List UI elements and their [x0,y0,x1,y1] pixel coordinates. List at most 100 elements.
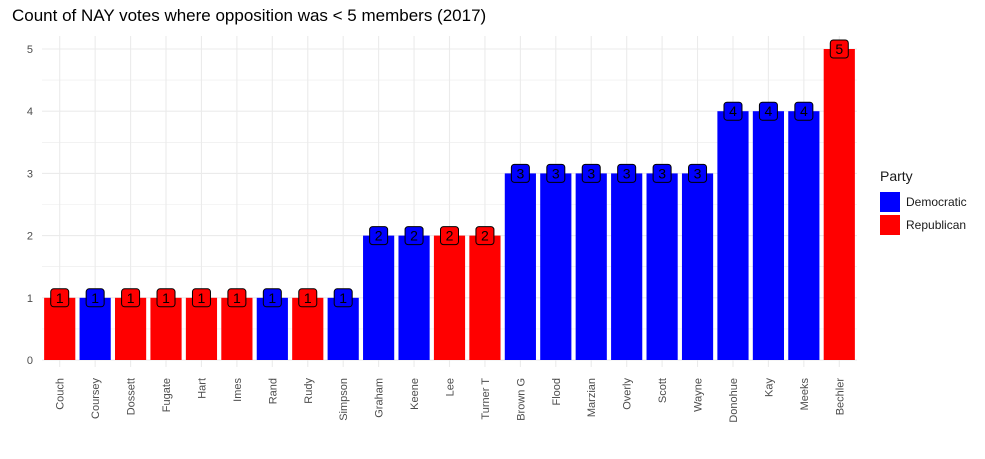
data-label-box [652,163,672,183]
data-label: 1 [127,290,135,306]
data-label-box [794,101,814,121]
y-tick-label: 3 [27,168,33,180]
x-tick-label: Lee [445,378,457,396]
legend-swatch-democratic [880,191,900,212]
y-tick-label: 1 [27,293,33,305]
data-label-box [333,288,353,308]
legend-label-republican: Republican [906,217,967,232]
x-tick-label: Marzian [586,378,598,417]
data-label-box [617,163,637,183]
x-tick-label: Overly [622,378,634,410]
x-tick-label: Fugate [161,378,173,412]
data-label: 5 [835,41,843,57]
data-label: 4 [729,103,737,119]
data-label-box [121,288,141,308]
data-label-box [758,101,778,121]
bar [79,297,111,360]
legend-item-republican: Republican [880,213,967,236]
bar [114,297,147,360]
data-label: 1 [162,290,170,306]
data-label-box [262,288,282,308]
data-label-box [475,226,495,246]
bar [504,173,536,360]
x-tick-label: Scott [657,378,669,403]
data-label: 3 [658,165,666,181]
x-tick-label: Imes [232,378,244,402]
data-label: 1 [198,290,206,306]
data-label: 2 [375,228,383,244]
x-tick-label: Turner T [480,378,492,420]
data-label: 1 [268,290,276,306]
bar [363,235,395,360]
bar [646,173,678,360]
x-tick-label: Wayne [693,378,705,412]
bar [575,173,607,360]
y-tick-label: 0 [27,355,33,367]
legend-title: Party [880,168,913,184]
data-label: 3 [694,165,702,181]
data-label: 1 [91,290,99,306]
x-tick-label: Bechler [834,378,846,416]
x-tick-label: Keene [409,378,421,410]
data-label-box [404,226,424,246]
data-label: 3 [623,165,631,181]
data-label-box [546,163,566,183]
data-label-box [440,226,459,246]
bar [150,297,182,360]
bar [327,297,359,360]
x-tick-label: Meeks [799,378,811,411]
data-label: 1 [56,290,64,306]
data-label: 2 [410,228,418,244]
y-tick-label: 4 [27,106,33,118]
data-label: 3 [516,165,524,181]
chart-title: Count of NAY votes where opposition was … [12,6,487,25]
data-label-box [829,39,849,59]
legend-item-democratic: Democratic [880,190,967,213]
data-label: 1 [304,290,312,306]
bar [788,111,820,360]
legend: Party Democratic Republican [880,168,967,236]
x-tick-label: Hart [196,378,208,399]
bar [717,111,749,360]
x-tick-label: Brown G [515,378,527,421]
x-tick-label: Graham [374,378,386,418]
y-tick-label: 5 [27,44,33,56]
x-tick-label: Rudy [303,378,315,404]
data-label-box [581,163,601,183]
data-label-box [191,288,211,308]
x-tick-label: Simpson [338,378,350,421]
legend-label-democratic: Democratic [906,194,967,209]
data-label-box [369,226,389,246]
x-tick-label: Kay [763,378,775,397]
bar [44,297,76,360]
bar [469,235,501,360]
bar [433,235,466,360]
bar [292,297,324,360]
bar [823,49,855,360]
data-label: 2 [481,228,489,244]
data-label: 3 [552,165,560,181]
x-tick-label: Coursey [90,378,102,419]
data-label-box [723,101,743,121]
data-label-box [85,288,105,308]
data-label-box [298,288,318,308]
x-tick-label: Couch [55,378,67,410]
legend-swatch-republican [880,214,900,235]
data-label: 1 [339,290,347,306]
x-tick-label: Dossett [126,378,138,415]
bar [256,297,288,360]
data-label: 4 [765,103,773,119]
bar [540,173,572,360]
bar [681,173,714,360]
data-label-box [510,163,530,183]
bar [185,297,218,360]
bar [752,111,785,360]
data-label: 1 [233,290,241,306]
data-label: 3 [587,165,595,181]
y-tick-label: 2 [27,231,33,243]
data-label-box [688,163,708,183]
bar [221,297,253,360]
data-label-box [156,288,176,308]
data-label: 2 [446,228,454,244]
